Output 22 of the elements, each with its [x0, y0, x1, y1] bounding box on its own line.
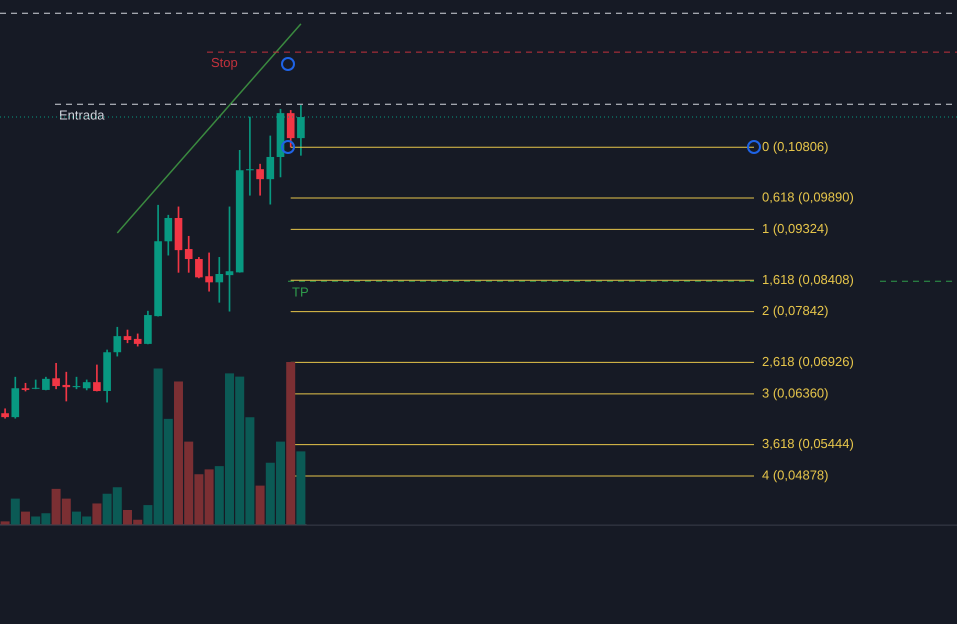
bar — [10, 498, 20, 525]
ref-line-label: 3 (0,06360) — [762, 385, 828, 400]
bar — [92, 503, 102, 525]
ref-line-label: Stop — [211, 55, 238, 70]
bar — [286, 362, 296, 525]
candlestick — [72, 376, 80, 390]
ref-line-label: TP — [292, 284, 309, 300]
ref-line-label: 0,618 (0,09890) — [762, 190, 854, 205]
bar — [21, 512, 30, 525]
candlestick — [22, 382, 30, 392]
bar — [296, 451, 306, 525]
ref-line-label: 3,618 (0,05444) — [762, 436, 854, 452]
bar — [256, 486, 265, 525]
ref-line-label: 4 (0,04878) — [762, 468, 828, 483]
ref-line-label: 2,618 (0,06926) — [762, 354, 854, 369]
ref-line-label: Entrada — [59, 107, 106, 122]
candlestick — [226, 206, 234, 312]
ref-line-label: 1,618 (0,08408) — [762, 272, 854, 287]
ref-line-label: 1 (0,09324) — [762, 220, 828, 236]
ref-line-label: 0 (0,10806) — [762, 138, 828, 154]
bar — [0, 521, 10, 525]
ref-line-label: 2 (0,07842) — [762, 303, 828, 318]
